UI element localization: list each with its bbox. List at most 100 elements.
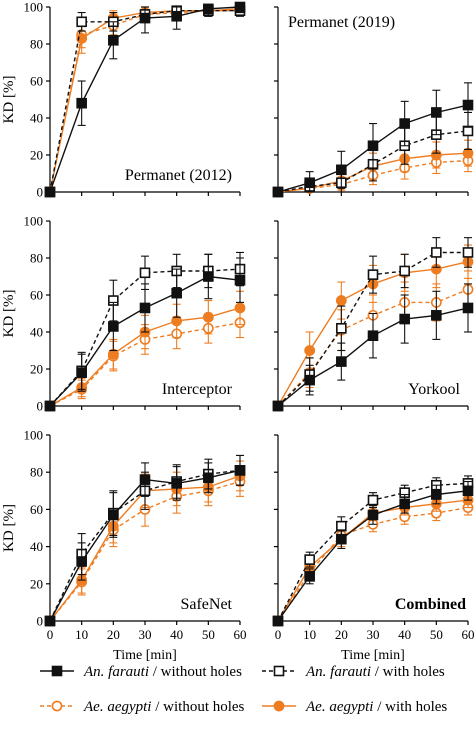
y-tick-label: 0 [37, 399, 44, 414]
data-point [234, 302, 246, 314]
legend-marker [273, 700, 285, 712]
data-point [44, 400, 56, 412]
data-point [76, 97, 87, 109]
panel-5: 0 20 40 60 80 100 0 10 20 30 40 50 60 KD [%] Time [min… [1, 428, 247, 664]
legend-label: Ae. aegypti / with holes [305, 699, 447, 715]
y-tick-label: 20 [30, 148, 43, 163]
x-tick-label: 40 [170, 627, 183, 642]
data-point [336, 533, 347, 545]
data-point [272, 615, 284, 627]
y-tick-label: 80 [30, 37, 43, 52]
legend-label: An. farauti / without holes [83, 664, 242, 680]
x-tick-label: 20 [107, 627, 120, 642]
panel-3: 0 20 40 60 80 100 KD [%] Interceptor [1, 214, 246, 414]
data-point [336, 356, 347, 367]
data-point [399, 265, 410, 277]
data-point [367, 330, 379, 342]
legend-condition: / without holes [151, 699, 244, 715]
data-point [462, 302, 474, 314]
legend: An. farauti / without holes An. farauti /… [40, 664, 447, 715]
y-tick-label: 60 [30, 74, 43, 89]
data-point [76, 556, 87, 567]
legend-marker [51, 665, 63, 677]
legend-condition: / with holes [371, 664, 445, 680]
y-tick-label: 80 [30, 251, 43, 266]
x-tick-label: 10 [75, 627, 88, 642]
x-tick-label: 50 [430, 627, 443, 642]
data-point [367, 140, 379, 152]
y-tick-label: 60 [30, 288, 43, 303]
data-point [431, 489, 442, 500]
legend-label: An. farauti / with holes [305, 664, 445, 680]
data-point [44, 615, 56, 627]
data-point [367, 494, 379, 506]
y-tick-label: 0 [37, 614, 44, 629]
data-point [76, 16, 87, 28]
data-point [272, 400, 284, 412]
x-tick-label: 60 [462, 627, 474, 642]
data-point [336, 520, 347, 532]
series-farauti_without [272, 480, 474, 627]
data-point [203, 3, 214, 15]
series-farauti_without [272, 82, 474, 198]
legend-entry-aegypti_without: Ae. aegypti / without holes [40, 699, 245, 715]
legend-species: An. farauti [305, 664, 371, 680]
series-farauti_without [44, 1, 246, 198]
panel-1: 0 20 40 60 80 100 KD [%] Permanet (2012) [1, 0, 246, 200]
legend-species: Ae. aegypti [83, 699, 151, 715]
data-point [336, 322, 347, 334]
data-point [108, 321, 119, 332]
legend-marker [273, 665, 285, 677]
data-point [304, 554, 315, 565]
data-point [304, 571, 315, 582]
y-tick-label: 40 [30, 111, 43, 126]
data-point [399, 118, 410, 129]
data-point [272, 186, 284, 198]
y-axis-label: KD [%] [1, 290, 17, 338]
data-point [304, 177, 315, 189]
data-point [202, 311, 214, 323]
data-point [367, 269, 379, 280]
data-point [203, 472, 214, 484]
y-tick-label: 40 [30, 325, 43, 340]
x-tick-label: 40 [398, 627, 411, 642]
x-tick-label: 10 [303, 627, 316, 642]
data-point [76, 33, 88, 44]
data-point [462, 485, 474, 497]
y-tick-label: 100 [24, 214, 44, 229]
panel-title: Permanet (2012) [125, 167, 232, 184]
x-tick-label: 30 [139, 627, 152, 642]
data-point [431, 107, 442, 118]
series-farauti_without [44, 454, 246, 627]
y-axis-label: KD [%] [1, 504, 17, 552]
data-point [139, 12, 151, 24]
panel-6: 0 10 20 30 40 50 60 Time [min] Combined [272, 434, 474, 663]
y-tick-label: 40 [30, 539, 43, 554]
data-point [336, 164, 347, 176]
data-point [171, 478, 182, 489]
data-point [234, 1, 246, 13]
data-point [171, 287, 182, 299]
legend-condition: / with holes [373, 699, 447, 715]
panel-title: Permanet (2019) [288, 14, 395, 31]
legend-entry-farauti_with: An. farauti / with holes [262, 664, 445, 680]
data-point [139, 267, 151, 279]
y-axis-label: KD [%] [1, 76, 17, 124]
panel-title: Combined [395, 596, 466, 613]
data-point [399, 498, 410, 510]
data-point [335, 295, 347, 306]
legend-marker [51, 700, 63, 712]
legend-label: Ae. aegypti / without holes [83, 699, 245, 715]
panel-title: Yorkool [408, 381, 460, 398]
data-point [462, 99, 474, 111]
x-tick-label: 0 [47, 627, 54, 642]
y-tick-label: 100 [24, 0, 44, 15]
data-point [367, 509, 379, 521]
legend-species: Ae. aegypti [305, 699, 373, 715]
x-axis-label: Time [min] [113, 648, 177, 663]
panel-4: Yorkool [272, 220, 474, 412]
y-tick-label: 20 [30, 576, 43, 591]
series-farauti_without [44, 253, 246, 412]
